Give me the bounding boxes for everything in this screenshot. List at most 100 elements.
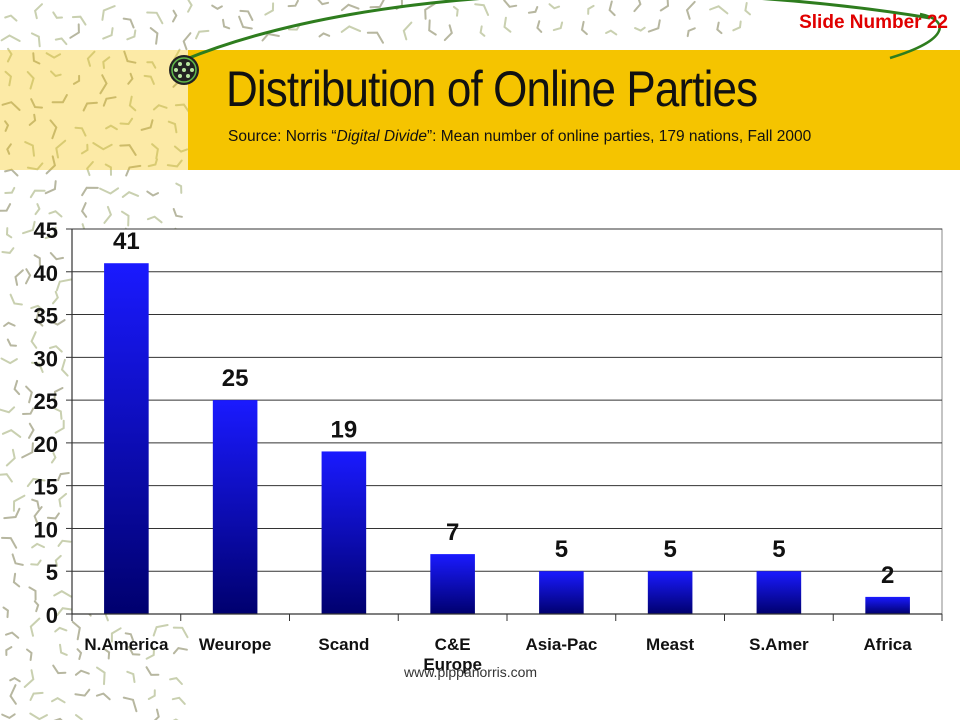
pattern-glyph-icon: [24, 141, 35, 157]
pattern-glyph-icon: [4, 186, 16, 194]
pattern-glyph-icon: [49, 345, 63, 353]
pattern-glyph-icon: [6, 47, 13, 63]
pattern-glyph-icon: [424, 2, 436, 20]
y-tick-label: 25: [34, 389, 58, 414]
pattern-glyph-icon: [2, 606, 9, 619]
pattern-glyph-icon: [0, 406, 16, 414]
footer-url: www.pippanorris.com: [404, 664, 538, 680]
pattern-glyph-icon: [29, 712, 48, 720]
pattern-glyph-icon: [25, 268, 32, 285]
pattern-glyph-icon: [47, 318, 66, 326]
pattern-glyph-icon: [6, 338, 17, 347]
pattern-glyph-icon: [21, 442, 34, 459]
pattern-glyph-icon: [32, 52, 41, 65]
pattern-glyph-icon: [9, 676, 21, 683]
x-tick-label: Meast: [646, 635, 695, 654]
pattern-glyph-icon: [172, 647, 188, 655]
pattern-glyph-icon: [140, 119, 154, 131]
source-line: Source: Norris “Digital Divide”: Mean nu…: [228, 128, 811, 146]
pattern-glyph-icon: [173, 145, 189, 153]
pattern-glyph-icon: [6, 143, 12, 155]
pattern-glyph-icon: [52, 11, 63, 19]
pattern-glyph-icon: [33, 3, 43, 20]
pattern-glyph-icon: [402, 21, 413, 41]
pattern-glyph-icon: [14, 269, 24, 286]
pattern-glyph-icon: [96, 666, 106, 686]
bar: [539, 571, 584, 614]
pattern-glyph-icon: [9, 293, 23, 306]
pattern-glyph-icon: [28, 422, 35, 439]
pattern-glyph-icon: [443, 24, 453, 42]
pattern-glyph-icon: [151, 143, 159, 160]
pattern-glyph-icon: [50, 452, 57, 464]
pattern-glyph-icon: [59, 643, 68, 656]
pattern-glyph-icon: [175, 182, 183, 194]
pattern-glyph-icon: [146, 61, 157, 69]
pattern-glyph-icon: [53, 590, 73, 598]
pattern-glyph-icon: [222, 18, 231, 30]
bar: [212, 400, 258, 614]
data-label: 41: [113, 228, 140, 255]
pattern-glyph-icon: [264, 2, 275, 16]
y-tick-label: 45: [34, 218, 58, 243]
pattern-glyph-icon: [146, 190, 159, 197]
pattern-glyph-icon: [92, 142, 113, 151]
pattern-glyph-icon: [503, 16, 512, 33]
pattern-glyph-icon: [57, 472, 70, 482]
pattern-glyph-icon: [4, 70, 12, 87]
x-tick-label: Europe: [423, 655, 482, 674]
data-label: 5: [555, 536, 568, 563]
pattern-glyph-icon: [29, 617, 41, 637]
pattern-glyph-icon: [30, 331, 38, 349]
pattern-glyph-icon: [474, 3, 490, 16]
pattern-glyph-icon: [287, 0, 299, 8]
pattern-glyph-icon: [5, 227, 13, 239]
pattern-glyph-icon: [104, 163, 112, 176]
pattern-glyph-icon: [128, 646, 141, 656]
pattern-glyph-icon: [149, 27, 159, 45]
pattern-glyph-icon: [195, 29, 210, 40]
pattern-glyph-icon: [452, 5, 459, 17]
pattern-glyph-icon: [102, 27, 114, 40]
pattern-glyph-icon: [31, 498, 40, 510]
pattern-glyph-icon: [74, 669, 90, 676]
pattern-glyph-icon: [318, 32, 331, 38]
pattern-glyph-icon: [125, 164, 142, 177]
pattern-glyph-icon: [54, 37, 68, 46]
pattern-glyph-icon: [340, 3, 360, 12]
pattern-glyph-icon: [33, 254, 41, 267]
pattern-glyph-icon: [54, 407, 63, 420]
pattern-glyph-icon: [0, 203, 12, 212]
pattern-glyph-icon: [102, 96, 117, 107]
pattern-glyph-icon: [53, 717, 63, 720]
pattern-glyph-icon: [86, 161, 94, 177]
data-label: 7: [446, 519, 459, 546]
bar: [430, 554, 475, 614]
pattern-glyph-icon: [30, 304, 46, 313]
pattern-glyph-icon: [686, 27, 696, 38]
pattern-glyph-icon: [238, 15, 253, 30]
plot-area: [71, 228, 943, 615]
pattern-glyph-icon: [126, 29, 137, 41]
pattern-glyph-icon: [552, 21, 564, 32]
pattern-glyph-icon: [122, 17, 135, 29]
pattern-glyph-icon: [145, 666, 160, 676]
pattern-glyph-icon: [503, 0, 518, 8]
pattern-glyph-icon: [49, 119, 58, 140]
pattern-glyph-icon: [709, 5, 729, 15]
pattern-glyph-icon: [60, 358, 69, 377]
pattern-glyph-icon: [80, 143, 89, 155]
pattern-glyph-icon: [172, 626, 189, 639]
pattern-glyph-icon: [75, 714, 83, 720]
pattern-glyph-icon: [54, 626, 68, 633]
pattern-glyph-icon: [86, 50, 96, 67]
pattern-glyph-icon: [587, 4, 595, 15]
x-tick-label: Weurope: [199, 635, 271, 654]
pattern-glyph-icon: [51, 94, 68, 104]
bar: [756, 571, 802, 614]
x-tick-label: C&E: [435, 635, 471, 654]
pattern-glyph-icon: [56, 607, 75, 617]
pattern-glyph-icon: [95, 692, 111, 701]
pattern-glyph-icon: [48, 210, 63, 218]
